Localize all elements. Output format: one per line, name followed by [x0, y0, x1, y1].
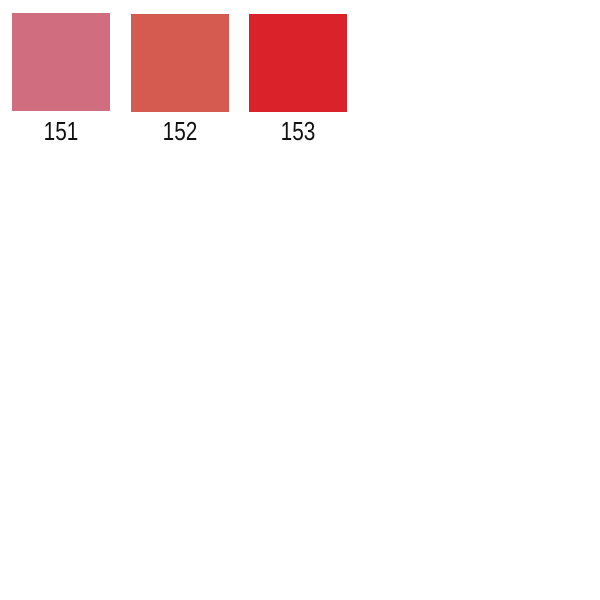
- swatch-label-151: 151: [43, 116, 79, 146]
- swatch-151: [12, 13, 110, 111]
- swatch-152: [131, 14, 229, 112]
- swatch-153: [249, 14, 347, 112]
- swatch-label-152: 152: [162, 116, 198, 146]
- swatch-label-153: 153: [280, 116, 316, 146]
